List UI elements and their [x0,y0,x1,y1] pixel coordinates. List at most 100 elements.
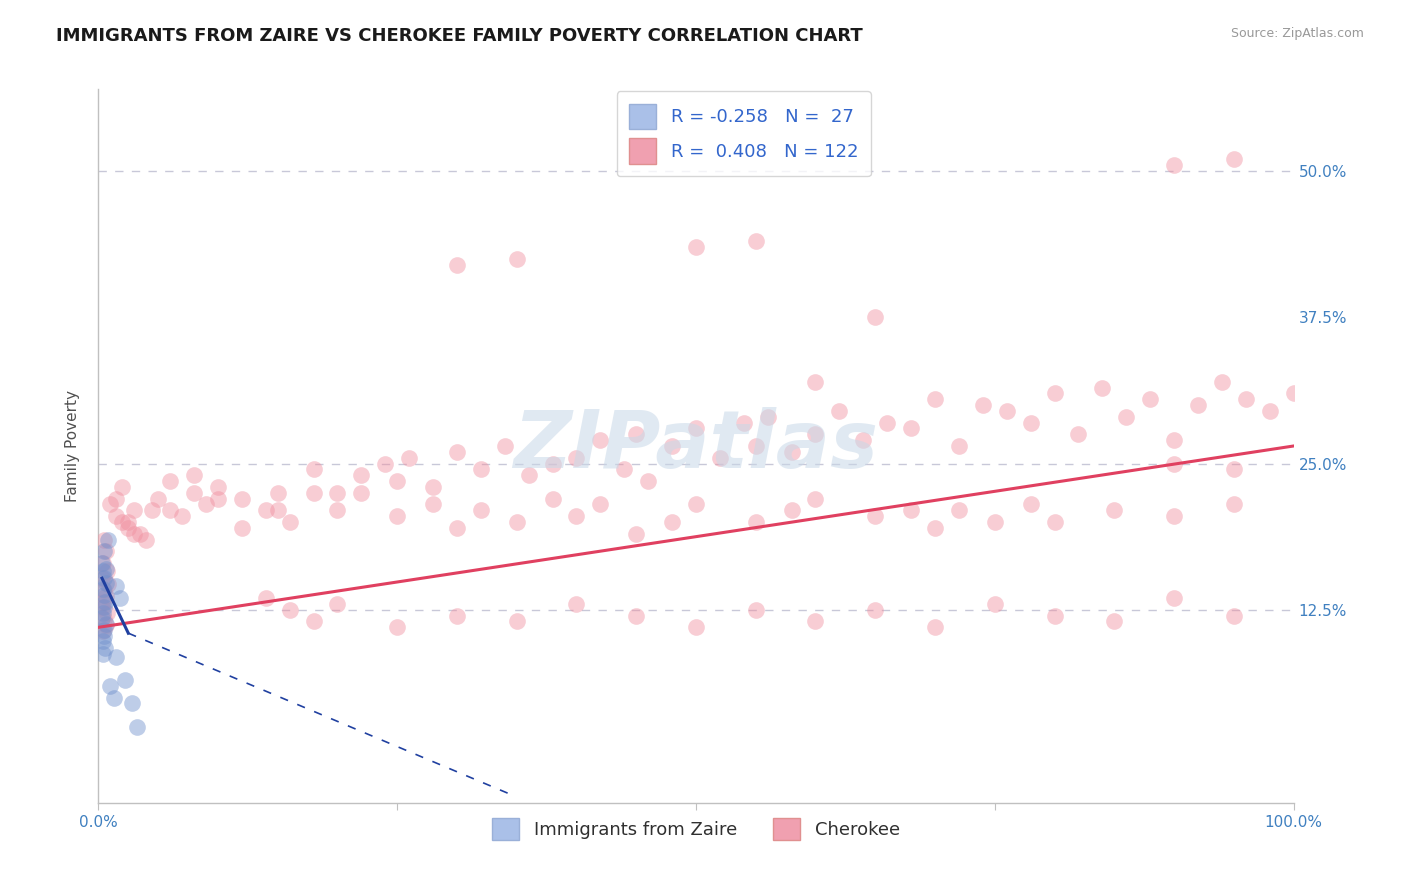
Point [94,641,117,656]
Point [626,427,648,442]
Point [94,575,117,590]
Point [91,600,114,615]
Point [745,515,768,529]
Point [93,600,115,615]
Point [91,634,114,648]
Point [1211,375,1233,389]
Point [1139,392,1161,407]
Point [804,615,827,629]
Point [93,588,115,602]
Point [183,485,205,500]
Point [94,544,117,558]
Point [446,521,468,535]
Point [93,623,115,637]
Point [589,498,612,512]
Point [470,462,492,476]
Point [91,624,114,638]
Point [1258,404,1281,418]
Point [159,474,181,488]
Point [517,468,540,483]
Point [446,608,468,623]
Point [494,439,516,453]
Point [385,620,409,634]
Y-axis label: Family Poverty: Family Poverty [65,390,80,502]
Point [1163,457,1185,471]
Point [1067,427,1090,442]
Point [589,433,612,447]
Point [124,503,146,517]
Point [995,404,1018,418]
Point [506,615,529,629]
Text: ZIPatlas: ZIPatlas [513,407,879,485]
Point [278,515,301,529]
Point [733,416,755,430]
Point [91,594,114,608]
Point [1104,503,1126,517]
Legend: Immigrants from Zaire, Cherokee: Immigrants from Zaire, Cherokee [485,811,907,847]
Point [91,571,114,585]
Point [94,562,117,576]
Point [1104,615,1126,629]
Point [91,611,114,625]
Point [302,462,325,476]
Point [804,491,827,506]
Point [105,509,128,524]
Point [231,521,253,535]
Point [278,603,301,617]
Point [93,571,115,585]
Point [97,533,120,547]
Point [685,240,707,254]
Point [254,591,277,605]
Point [93,628,115,642]
Point [98,498,122,512]
Point [541,491,564,506]
Point [876,416,898,430]
Point [172,509,194,524]
Point [91,607,114,621]
Point [637,474,659,488]
Point [1187,398,1209,412]
Point [231,491,253,506]
Point [1163,509,1185,524]
Point [900,503,922,517]
Point [207,480,229,494]
Point [972,398,994,412]
Point [1091,380,1114,394]
Point [94,594,117,608]
Point [780,445,803,459]
Point [780,503,803,517]
Point [900,421,922,435]
Text: IMMIGRANTS FROM ZAIRE VS CHEROKEE FAMILY POVERTY CORRELATION CHART: IMMIGRANTS FROM ZAIRE VS CHEROKEE FAMILY… [56,27,863,45]
Point [350,485,373,500]
Point [385,509,409,524]
Point [111,480,134,494]
Point [865,509,887,524]
Point [745,234,768,248]
Point [685,620,707,634]
Point [1163,433,1185,447]
Point [948,503,970,517]
Point [114,673,136,687]
Point [267,503,290,517]
Point [745,603,768,617]
Point [105,579,128,593]
Point [626,526,648,541]
Point [91,556,114,570]
Point [626,608,648,623]
Point [94,589,117,603]
Point [565,509,588,524]
Point [470,503,492,517]
Point [108,591,131,605]
Point [422,480,444,494]
Point [93,533,115,547]
Point [1019,416,1042,430]
Point [98,679,122,693]
Point [865,603,887,617]
Point [446,258,468,272]
Point [865,310,887,325]
Point [97,577,120,591]
Point [125,720,148,734]
Point [398,450,420,465]
Point [1234,392,1257,407]
Point [148,491,170,506]
